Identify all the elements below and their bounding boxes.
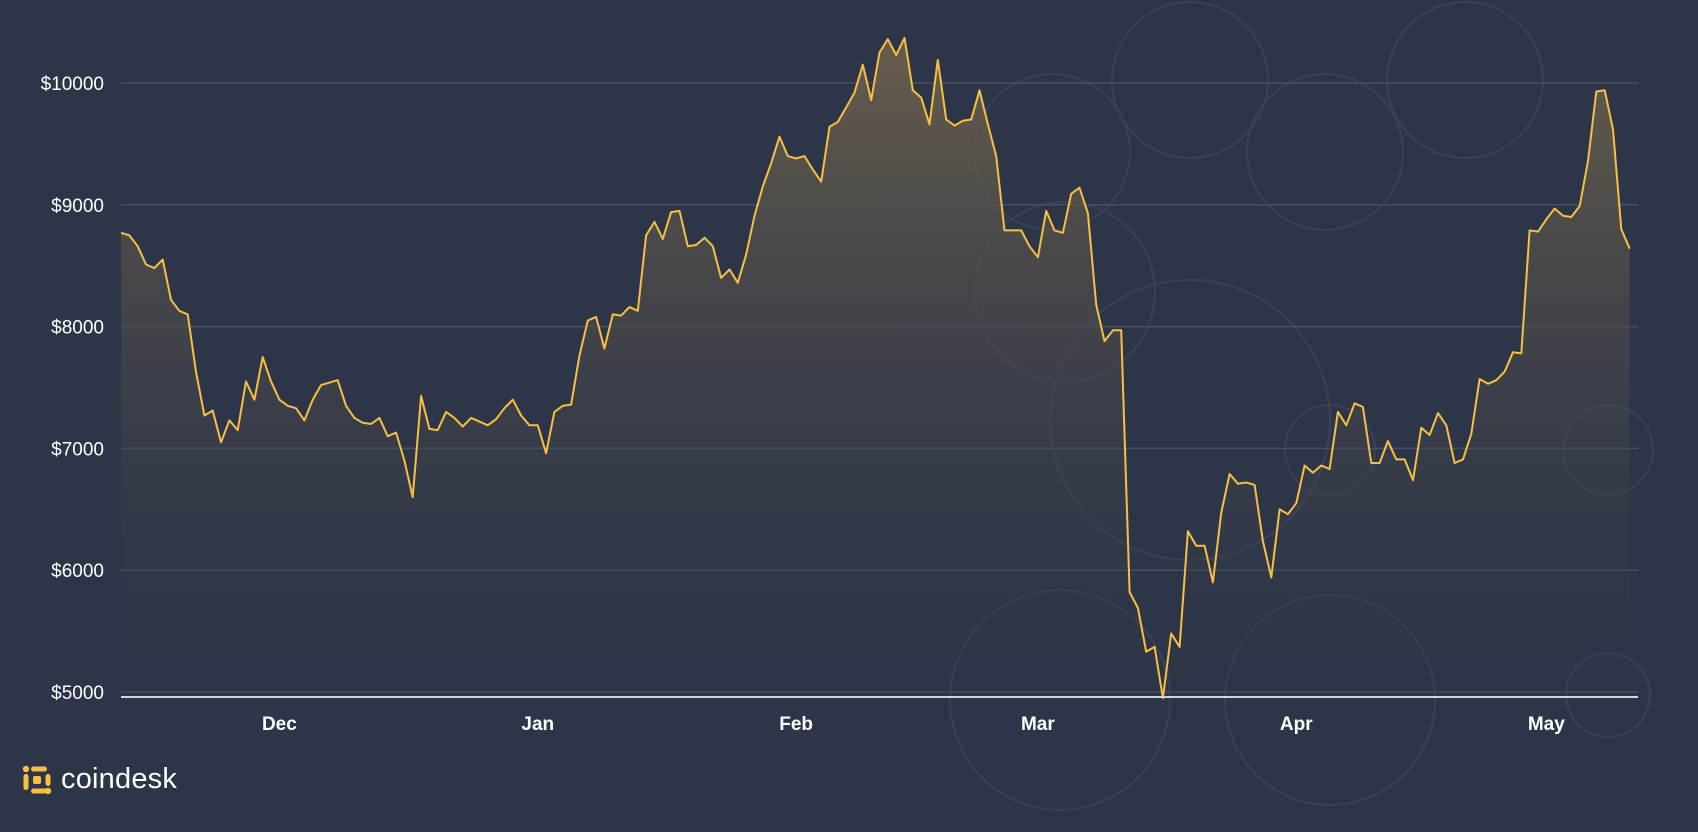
x-tick-label: Jan	[521, 714, 554, 735]
y-tick-label: $10000	[41, 74, 104, 95]
coindesk-logo-icon	[22, 765, 52, 794]
y-tick-label: $5000	[51, 683, 104, 704]
y-tick-label: $9000	[51, 196, 104, 217]
x-tick-label: Dec	[262, 714, 297, 735]
coindesk-logo: coindesk	[22, 763, 177, 796]
x-tick-label: Mar	[1021, 714, 1055, 735]
brand-name: coindesk	[61, 763, 178, 795]
price-area-fill	[121, 37, 1630, 699]
x-tick-label: May	[1528, 714, 1565, 735]
x-axis-ticks: Dec Jan Feb Mar Apr May	[262, 714, 1565, 735]
price-line	[120, 36, 1631, 700]
y-axis-ticks: $10000 $9000 $8000 $7000 $6000 $5000	[41, 74, 104, 704]
x-tick-label: Feb	[779, 714, 813, 735]
y-tick-label: $6000	[51, 561, 104, 582]
y-tick-label: $7000	[51, 439, 104, 460]
y-tick-label: $8000	[51, 318, 104, 339]
x-tick-label: Apr	[1280, 714, 1313, 735]
